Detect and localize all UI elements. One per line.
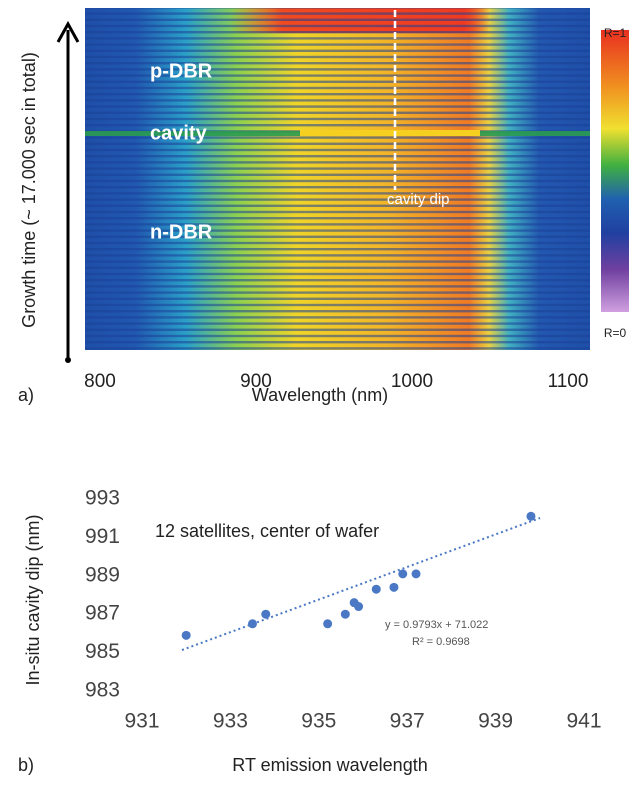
arrow-tail	[65, 357, 71, 363]
y-tick-label: 987	[85, 602, 120, 625]
point	[526, 511, 536, 521]
point	[371, 584, 381, 594]
chart-title: 12 satellites, center of wafer	[155, 521, 379, 541]
x-axis-label: Wavelength (nm)	[252, 385, 388, 405]
y-tick-label: 993	[85, 487, 120, 510]
panel-a: 800 900 1000 1100 Wavelength (nm) a) Growth ti…	[18, 26, 626, 405]
point	[181, 630, 191, 640]
heatmap	[85, 8, 590, 350]
annotation: cavity	[150, 122, 208, 144]
x-tick-label: 937	[390, 710, 425, 733]
colorbar-label: R=1	[604, 26, 627, 40]
y-axis-label: Growth time (~ 17.000 sec in total)	[19, 52, 39, 328]
x-tick-label: 941	[566, 710, 601, 733]
x-tick-label: 800	[84, 371, 116, 392]
annotation: cavity dip	[387, 191, 450, 208]
trendline	[181, 517, 541, 651]
x-tick-label: 935	[301, 710, 336, 733]
x-tick-label: 931	[124, 710, 159, 733]
point	[261, 609, 271, 619]
annotation: n-DBR	[150, 221, 213, 243]
y-tick-label: 983	[85, 679, 120, 702]
annotation: p-DBR	[150, 60, 213, 82]
point	[389, 582, 399, 592]
x-tick-label: 1100	[548, 371, 589, 392]
x-tick-label: 939	[478, 710, 513, 733]
x-axis-label: RT emission wavelength	[232, 755, 427, 775]
point	[354, 602, 364, 612]
point	[323, 619, 333, 629]
y-tick-label: 989	[85, 563, 120, 586]
colorbar-label: R=0	[604, 326, 627, 340]
y-tick-label: 991	[85, 525, 120, 548]
r-squared: R² = 0.9698	[412, 636, 470, 648]
point	[340, 609, 350, 619]
arrow-head	[56, 20, 80, 43]
y-axis-label: In-situ cavity dip (nm)	[23, 514, 43, 685]
x-tick-label: 1000	[391, 371, 433, 392]
point	[248, 619, 257, 629]
panel-b: 931 933 935 937 939 941 983 985 987 989 991 993 12 s…	[18, 487, 602, 775]
panel-label: b)	[18, 755, 34, 775]
colorbar	[601, 30, 629, 312]
x-tick-label: 933	[213, 710, 248, 733]
equation: y = 0.9793x + 71.022	[385, 619, 488, 631]
y-tick-label: 985	[85, 640, 120, 663]
point	[411, 569, 421, 579]
point	[398, 569, 408, 579]
x-tick-label: 900	[240, 371, 272, 392]
panel-label: a)	[18, 385, 34, 405]
